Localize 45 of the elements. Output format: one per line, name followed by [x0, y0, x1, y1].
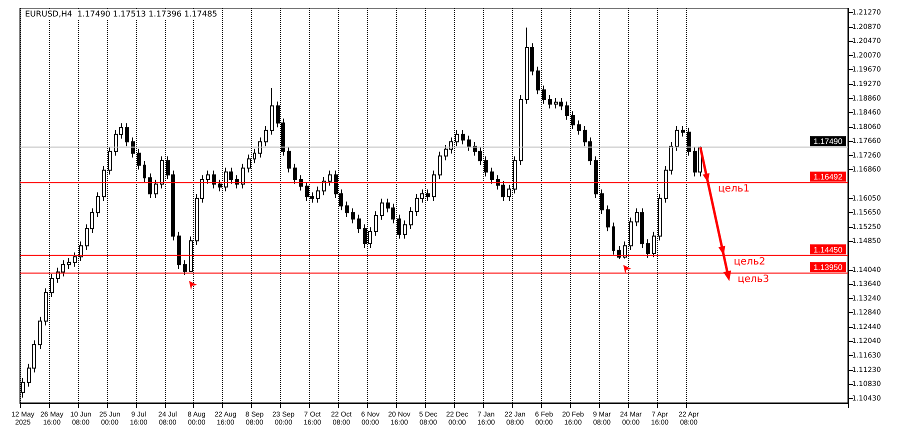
candlestick	[96, 192, 100, 218]
annotation: цель2	[734, 256, 766, 268]
ref-line-label: 1.13950	[814, 263, 844, 272]
candlestick	[148, 172, 152, 199]
chart-title: EURUSD,H4 1.17490 1.17513 1.17396 1.17485	[25, 10, 218, 18]
annotation: цель3	[738, 274, 770, 286]
candlestick	[241, 163, 245, 189]
candlestick	[646, 238, 650, 258]
candlestick	[351, 208, 355, 224]
candlestick	[177, 231, 181, 270]
candlestick	[548, 94, 552, 109]
candlestick	[264, 126, 268, 147]
ref-line-label: 1.17490	[814, 137, 844, 146]
candlestick	[403, 220, 407, 240]
candlestick	[357, 214, 361, 234]
candlestick	[461, 130, 465, 145]
candlestick	[38, 316, 42, 350]
candlestick	[675, 126, 679, 152]
candlestick	[316, 186, 320, 204]
candlestick	[212, 170, 216, 189]
candlestick	[380, 198, 384, 220]
candlestick	[606, 205, 610, 232]
candlestick	[183, 260, 187, 276]
candlestick	[125, 122, 129, 147]
candlestick	[467, 135, 471, 152]
candlestick	[432, 170, 436, 202]
candlestick	[270, 88, 274, 136]
candlestick	[519, 94, 523, 166]
candlestick	[293, 163, 297, 184]
candlestick	[345, 201, 349, 218]
candlestick	[328, 170, 332, 186]
candlestick	[374, 210, 378, 236]
candlestick	[490, 167, 494, 184]
candlestick	[409, 206, 413, 230]
candlestick	[438, 151, 442, 180]
candlestick	[154, 179, 158, 199]
candlestick	[206, 170, 210, 184]
candlestick	[577, 120, 581, 136]
annotation: цель1	[718, 184, 750, 195]
ref-line-label: 1.16492	[814, 172, 844, 182]
ref-line-label: 1.14450	[814, 245, 844, 254]
candlestick	[143, 160, 146, 183]
candlestick	[67, 258, 71, 270]
candlestick	[287, 146, 291, 173]
candlestick	[612, 222, 615, 256]
